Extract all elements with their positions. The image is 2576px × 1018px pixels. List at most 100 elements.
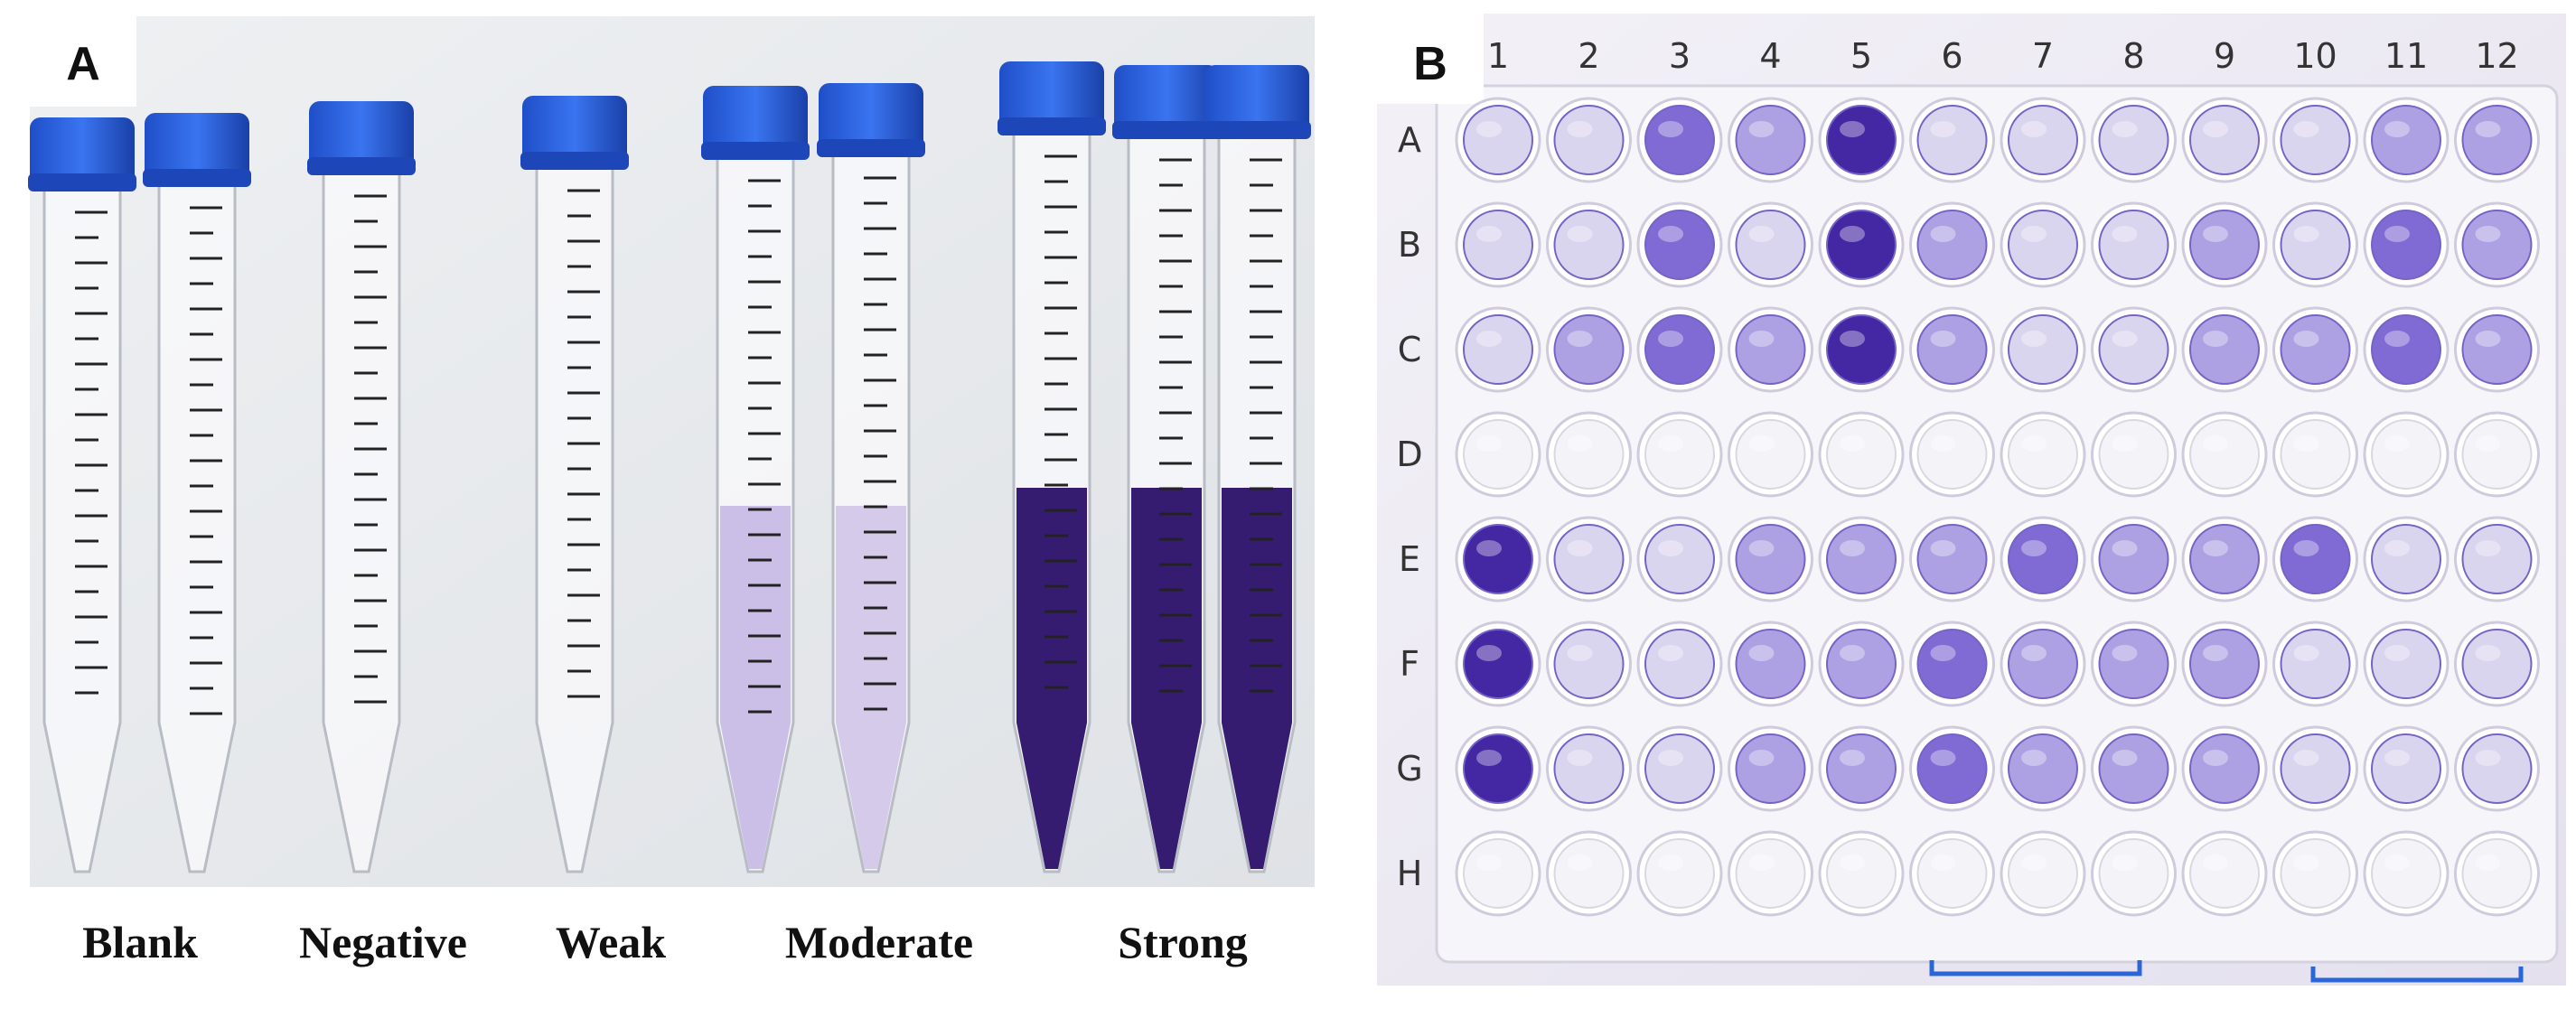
well-highlight [1930, 645, 1956, 661]
tube [322, 167, 401, 873]
row-label: D [1396, 434, 1422, 474]
tube-cap [522, 96, 627, 168]
well-highlight [2384, 331, 2410, 347]
tube-cap-rim [307, 157, 416, 175]
well [1463, 210, 1533, 280]
column-label: 12 [2475, 36, 2518, 76]
well [2280, 524, 2351, 594]
well [1735, 524, 1806, 594]
well [2461, 210, 2533, 280]
well [1735, 629, 1806, 699]
well-highlight [2475, 855, 2501, 871]
well-highlight [2021, 435, 2047, 452]
well-highlight [2475, 331, 2501, 347]
tube-cap-rim [817, 139, 925, 157]
well-highlight [1476, 855, 1502, 871]
plate [1435, 84, 2559, 964]
column-label: 2 [1578, 36, 1599, 76]
well-highlight [2112, 331, 2138, 347]
tube-cap-rim [1203, 121, 1311, 139]
well-highlight [1840, 855, 1865, 871]
well-highlight [2203, 540, 2228, 556]
tube-cap-rim [998, 117, 1106, 135]
well [2371, 629, 2441, 699]
well-highlight [2475, 645, 2501, 661]
well-highlight [1930, 435, 1956, 452]
well-highlight [2112, 645, 2138, 661]
well [1735, 733, 1806, 804]
well-highlight [2021, 855, 2047, 871]
well-highlight [2021, 645, 2047, 661]
well [2008, 733, 2078, 804]
well [2280, 314, 2351, 385]
tube-cap-rim [701, 142, 810, 160]
well-highlight [2475, 435, 2501, 452]
well-highlight [2203, 331, 2228, 347]
tube-label: Moderate [785, 917, 973, 967]
well [1463, 314, 1533, 385]
well-highlight [1476, 435, 1502, 452]
well-highlight [2112, 121, 2138, 137]
well [1735, 210, 1806, 280]
well-highlight [2112, 226, 2138, 242]
well [2461, 419, 2533, 490]
well-highlight [2203, 645, 2228, 661]
well-highlight [1658, 855, 1683, 871]
well [2280, 419, 2351, 490]
well [2098, 733, 2169, 804]
well-highlight [1840, 226, 1865, 242]
well-highlight [2384, 645, 2410, 661]
tube-cap-rim [143, 169, 251, 187]
well-highlight [1930, 331, 1956, 347]
well-highlight [2384, 855, 2410, 871]
well-highlight [1840, 540, 1865, 556]
well [1735, 419, 1806, 490]
tube-liquid [836, 506, 906, 869]
well [2098, 210, 2169, 280]
well-highlight [2021, 226, 2047, 242]
well [2189, 838, 2260, 909]
well-highlight [1748, 121, 1775, 137]
well [2371, 524, 2441, 594]
tube-cap [703, 86, 808, 158]
well [1826, 838, 1897, 909]
well [2461, 629, 2533, 699]
well [1553, 314, 1625, 385]
well-highlight [1658, 540, 1683, 556]
tube-cap [999, 61, 1104, 134]
well-highlight [2112, 855, 2138, 871]
well-highlight [1476, 540, 1502, 556]
well-highlight [1930, 750, 1956, 766]
row-label: E [1399, 539, 1420, 579]
well [2371, 314, 2441, 385]
well-highlight [1748, 540, 1775, 556]
well [2189, 314, 2260, 385]
column-label: 11 [2384, 36, 2428, 76]
well [1916, 524, 1988, 594]
well-highlight [2293, 435, 2319, 452]
well-highlight [1476, 121, 1502, 137]
well-highlight [2203, 855, 2228, 871]
well-highlight [1748, 435, 1775, 452]
well [2189, 210, 2260, 280]
row-label: B [1398, 225, 1421, 265]
tube [535, 162, 614, 873]
well-highlight [1567, 331, 1593, 347]
well [2008, 419, 2078, 490]
tubes [28, 61, 1311, 873]
well [1735, 105, 1806, 175]
well-highlight [1658, 645, 1683, 661]
tube-label: Strong [1118, 917, 1248, 967]
well [2098, 524, 2169, 594]
tube-liquid [1222, 488, 1292, 869]
column-label: 4 [1759, 36, 1781, 76]
well-highlight [1658, 331, 1683, 347]
well [2098, 105, 2169, 175]
well [1644, 105, 1715, 175]
well-highlight [2203, 750, 2228, 766]
row-label: C [1398, 330, 1422, 369]
well [2189, 105, 2260, 175]
tube-liquid [1016, 488, 1087, 869]
well [1826, 210, 1897, 280]
